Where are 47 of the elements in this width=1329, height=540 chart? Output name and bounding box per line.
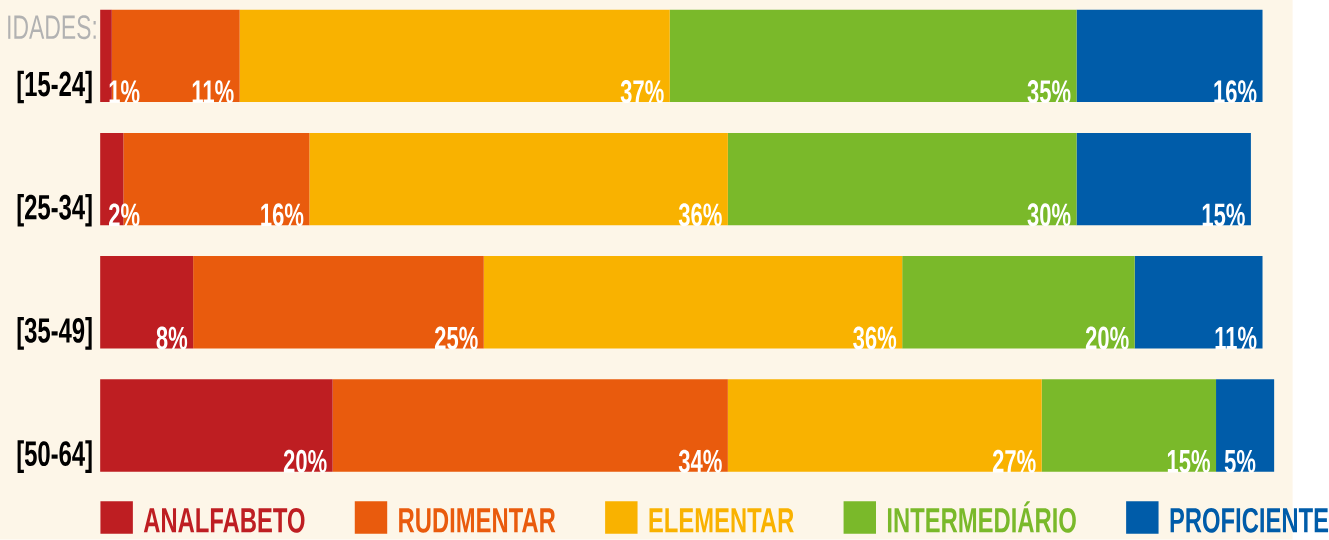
data-label: 35% — [1027, 80, 1071, 104]
legend-label: ANALFABETO — [143, 507, 305, 533]
bar — [332, 379, 728, 472]
y-tick-label: [15-24] — [17, 70, 92, 104]
bar — [1216, 379, 1275, 472]
bar — [1076, 132, 1251, 226]
bar — [727, 379, 1042, 472]
data-label: 16% — [1214, 80, 1257, 104]
bar — [239, 9, 670, 103]
data-label: 36% — [853, 326, 897, 350]
data-label: 20% — [283, 449, 327, 473]
data-label: 15% — [1167, 449, 1210, 473]
y-tick-label: [35-49] — [17, 317, 92, 350]
y-tick-label: [50-64] — [17, 440, 92, 474]
data-label: 27% — [992, 449, 1036, 473]
data-label: 34% — [678, 449, 722, 473]
bar — [100, 379, 333, 472]
data-label: 16% — [261, 203, 304, 227]
data-label: 25% — [434, 326, 478, 350]
data-label: 2% — [109, 203, 140, 227]
data-label: 11% — [1215, 326, 1257, 350]
bar — [1041, 379, 1217, 472]
data-label: 8% — [156, 326, 188, 350]
bar — [727, 132, 1077, 226]
bar — [100, 256, 194, 349]
data-label: 15% — [1202, 203, 1245, 227]
data-label: 20% — [1085, 326, 1129, 350]
data-label: 1% — [109, 80, 140, 104]
legend-label: RUDIMENTAR — [399, 508, 556, 533]
y-axis-title: IDADES: — [8, 15, 96, 40]
bar — [111, 9, 240, 103]
bar — [193, 256, 484, 349]
bar — [309, 132, 728, 226]
legend-label: ELEMENTAR — [649, 508, 794, 533]
data-label: 5% — [1224, 449, 1256, 473]
data-label: 11% — [192, 80, 234, 104]
bar — [1076, 9, 1263, 103]
legend-label: PROFICIENTE — [1170, 507, 1329, 533]
bar — [1134, 256, 1263, 349]
data-label: 36% — [678, 203, 722, 227]
bar — [902, 256, 1135, 349]
bar — [483, 256, 903, 349]
data-label: 30% — [1027, 203, 1071, 227]
legend-label: INTERMEDIÁRIO — [887, 501, 1076, 533]
data-label: 37% — [620, 80, 664, 104]
y-tick-label: [25-34] — [17, 193, 92, 227]
bar — [669, 9, 1077, 103]
